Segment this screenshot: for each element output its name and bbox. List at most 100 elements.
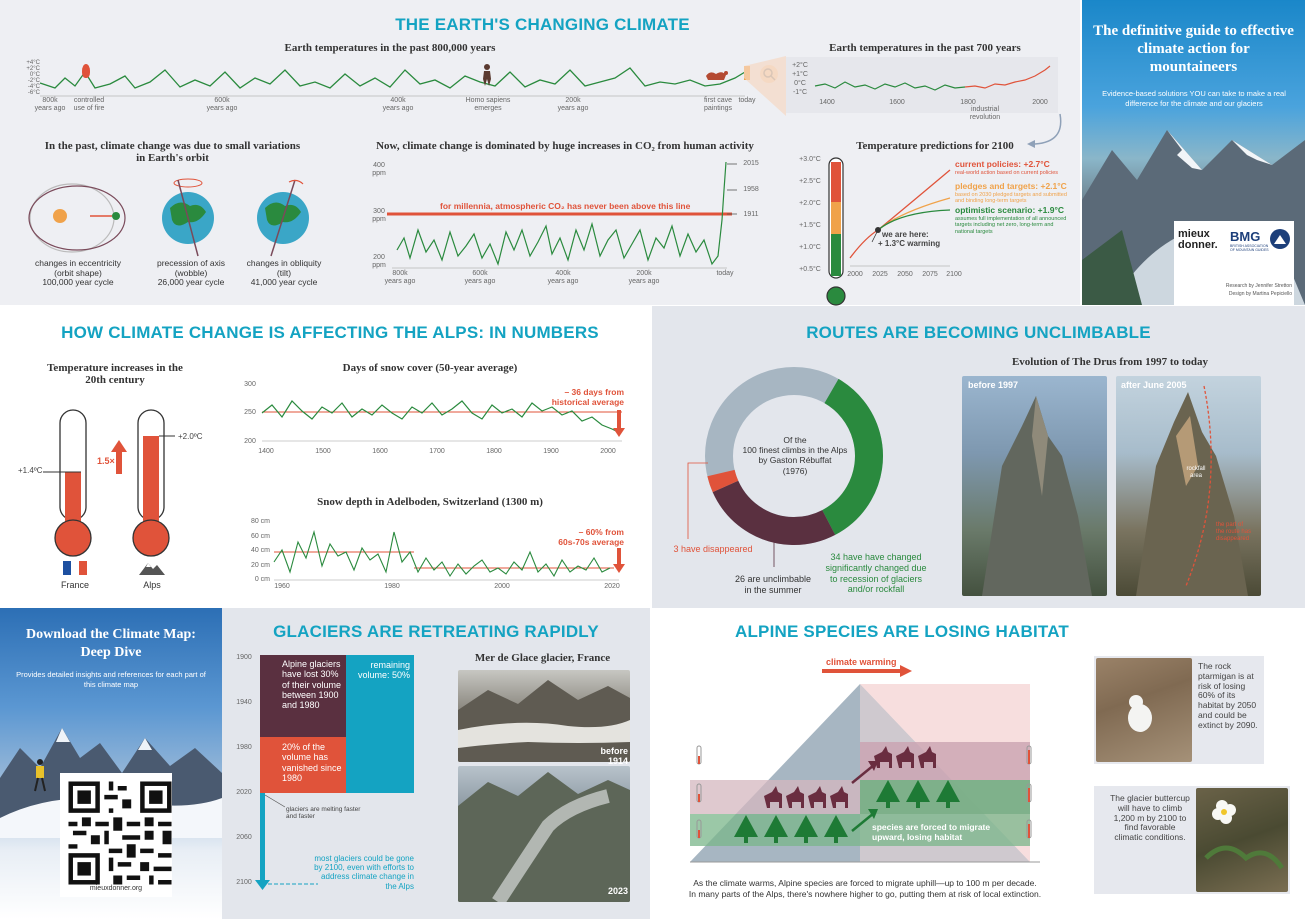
snow-depth-line <box>273 529 611 578</box>
drus-after-tag: after June 2005 <box>1121 380 1187 390</box>
france-value: +1.4ºC <box>18 466 43 475</box>
fire-icon <box>82 64 90 78</box>
thermo-left-icons <box>694 745 704 846</box>
snow-cover-line <box>261 400 621 434</box>
predict-pledges-sub: based on 2030 pledged targets and submit… <box>955 192 1067 205</box>
snow-ytick: 250 <box>244 409 256 416</box>
temp700-line-recent <box>964 65 1051 89</box>
predict-xlabel: 2075 <box>922 271 938 278</box>
xlabel-400k: 400k years ago <box>382 97 414 112</box>
drus-before-tag: before 1997 <box>968 380 1019 390</box>
cave-painting-icon <box>704 68 730 82</box>
ratio-value: 1.5× <box>97 456 115 466</box>
rockfall-label: rockfall area <box>1186 466 1206 479</box>
download-sub: Provides detailed insights and reference… <box>16 670 206 689</box>
co2-xlabel: 800k years ago <box>384 270 416 285</box>
france-label: France <box>60 580 89 590</box>
tree-icons-left <box>734 815 854 845</box>
co2-title: Now, climate change is dominated by huge… <box>376 140 754 152</box>
drus-after-photo <box>1116 376 1261 596</box>
alps-title: HOW CLIMATE CHANGE IS AFFECTING THE ALPS… <box>61 323 599 342</box>
thermo-title: Temperature increases in the 20th centur… <box>47 362 183 386</box>
ytick: 20 cm <box>250 561 270 569</box>
predict-xlabel: 2025 <box>872 271 888 278</box>
mieux-donner-logo: mieux donner. <box>1178 228 1218 251</box>
co2-xlabel: today <box>716 270 734 277</box>
download-url[interactable]: mieuxdonner.org <box>89 885 143 892</box>
ytick: 0°C <box>794 80 806 87</box>
species-caption-1: As the climate warms, Alpine species are… <box>693 878 1037 888</box>
precession-cycle: 26,000 year cycle <box>157 277 225 287</box>
co2-ytick: 300 ppm <box>372 208 386 223</box>
alps-panel <box>0 306 650 606</box>
predict-thermometer <box>826 156 846 314</box>
drus-before-photo <box>962 376 1107 596</box>
obliquity-label: changes in obliquity (tilt) <box>246 258 322 279</box>
glaciers-title: GLACIERS ARE RETREATING RAPIDLY <box>273 622 599 641</box>
download-title: Download the Climate Map: Deep Dive <box>26 627 196 661</box>
snow-cover-chart <box>261 400 622 442</box>
snow-note: – 36 days from historical average <box>551 387 624 407</box>
temp800k-chart <box>39 66 750 97</box>
obliquity-globe <box>257 179 309 257</box>
routes-title: ROUTES ARE BECOMING UNCLIMBABLE <box>806 323 1151 342</box>
ytick: 0°C <box>29 72 40 78</box>
xlabel: 1400 <box>819 99 835 106</box>
year: 2020 <box>236 789 252 796</box>
xlabel-200k: 200k years ago <box>557 97 589 112</box>
predict-optimistic-sub: assumes full implementation of all annou… <box>955 216 1067 235</box>
donut-leaders <box>687 462 775 567</box>
alps-label: Alps <box>143 580 161 590</box>
predict-here-sub: + 1.3°C warming <box>878 239 941 248</box>
depth-down-arrow <box>613 548 625 573</box>
route-part-label: the part of the route has disappeared <box>1216 522 1252 542</box>
co2-xlabel: 400k years ago <box>547 270 579 285</box>
glacier-dash <box>268 883 318 885</box>
year: 2060 <box>236 834 252 841</box>
ytick: +2°C <box>792 62 808 69</box>
mer-2023-tag: 2023 <box>607 886 628 896</box>
year: 1980 <box>236 744 252 751</box>
xlabel-600k: 600k years ago <box>206 97 238 112</box>
year: 2100 <box>236 879 252 886</box>
predict-xlabel: 2000 <box>847 271 863 278</box>
guide-logo-box: mieux donner. BMG BRITISH ASSOCIATION OF… <box>1174 221 1294 305</box>
thermometers <box>43 409 175 557</box>
bmg-logo-sub: BRITISH ASSOCIATION OF MOUNTAIN GUIDES <box>1230 244 1269 252</box>
ytick: +0.5°C <box>799 266 821 273</box>
depth-yticks: 80 cm 60 cm 40 cm 20 cm 0 cm <box>244 518 270 591</box>
warming-arrow <box>822 665 912 677</box>
human-icon <box>482 64 492 86</box>
earth-climate-panel <box>0 0 1080 305</box>
mer-2023-photo <box>458 766 630 902</box>
temp700-yticks: +2°C +1°C 0°C -1°C <box>788 62 812 98</box>
mer-title: Mer de Glace glacier, France <box>474 652 611 664</box>
xlabel-800k: 800k years ago <box>34 97 66 112</box>
co2-line <box>396 161 727 266</box>
eccentricity-cycle: 100,000 year cycle <box>42 277 114 287</box>
xlabel: 2000 <box>1032 99 1048 106</box>
temp700-line <box>814 81 966 91</box>
alps-mountain-icon <box>139 561 165 575</box>
ytick: 60 cm <box>250 532 270 540</box>
credit-research: Research by Jennifer Stretton <box>1225 283 1292 289</box>
depth-xlabel: 1980 <box>384 583 400 590</box>
alps-value: +2.0ºC <box>178 432 203 441</box>
donut-center-text: Of the 100 finest climbs in the Alps by … <box>742 435 848 476</box>
industrial-annotation: industrial revolution <box>969 106 1001 121</box>
qr-code[interactable]: mieuxdonner.org <box>60 773 172 897</box>
predict-optimistic: optimistic scenario: +1.9°C <box>955 205 1064 215</box>
glacier-remaining-text: remaining volume: 50% <box>357 660 410 681</box>
unclimbable-label: 26 are unclimbable in the summer <box>734 574 812 595</box>
eccentricity-label: changes in eccentricity (orbit shape) <box>35 258 121 279</box>
xlabel: 1600 <box>889 99 905 106</box>
snow-xlabel: 1400 <box>258 448 274 455</box>
homo-annotation: Homo sapiens emerges <box>465 97 511 112</box>
co2-line-note: for millennia, atmospheric CO₂ has never… <box>440 201 691 211</box>
bmg-logo: BMG <box>1230 229 1261 244</box>
co2-xlabel: 600k years ago <box>464 270 496 285</box>
snow-title: Days of snow cover (50-year average) <box>342 362 518 374</box>
xlabel-today: today <box>738 97 756 104</box>
orbit-title: In the past, climate change was due to s… <box>44 140 301 164</box>
ytick: +2.5°C <box>799 178 821 185</box>
